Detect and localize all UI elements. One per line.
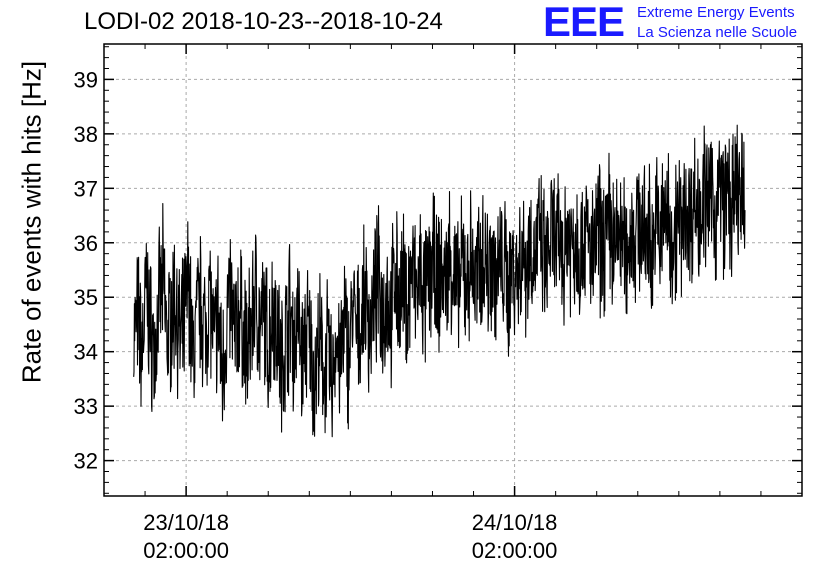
eee-logo: EEE xyxy=(543,0,625,45)
x-tick-date-label: 23/10/18 xyxy=(143,510,229,535)
x-axis: 23/10/18 02:00:00 24/10/18 02:00:00 xyxy=(143,44,762,563)
y-axis-label: Rate of events with hits [Hz] xyxy=(16,60,47,384)
y-axis: 32 33 34 35 36 37 38 39 xyxy=(74,46,802,494)
y-tick-label: 38 xyxy=(74,122,98,147)
x-tick-time-label: 02:00:00 xyxy=(472,538,558,563)
x-tick-date-label: 24/10/18 xyxy=(472,510,558,535)
plot-frame xyxy=(103,43,803,497)
logo-subtitle-1: Extreme Energy Events xyxy=(637,4,795,21)
chart-title: LODI-02 2018-10-23--2018-10-24 xyxy=(84,8,443,35)
y-tick-label: 32 xyxy=(74,449,98,474)
series-group xyxy=(133,124,746,438)
y-tick-label: 33 xyxy=(74,394,98,419)
y-tick-label: 34 xyxy=(74,340,98,365)
y-tick-label: 37 xyxy=(74,176,98,201)
x-tick-time-label: 02:00:00 xyxy=(143,538,229,563)
y-tick-label: 39 xyxy=(74,67,98,92)
plot-area xyxy=(104,44,802,496)
y-tick-label: 35 xyxy=(74,285,98,310)
logo-subtitle-2: La Scienza nelle Scuole xyxy=(637,24,798,41)
y-tick-label: 36 xyxy=(74,231,98,256)
series-line xyxy=(133,124,746,438)
